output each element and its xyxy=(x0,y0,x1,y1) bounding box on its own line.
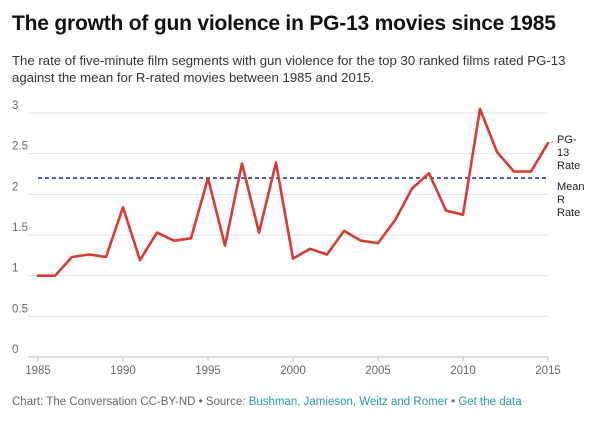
chart-subtitle: The rate of five-minute film segments wi… xyxy=(12,53,566,85)
x-tick-label-2010: 2010 xyxy=(450,365,476,377)
x-tick-label-1995: 1995 xyxy=(195,365,221,377)
y-tick-label-2: 2 xyxy=(12,181,18,193)
y-tick-label-2.5: 2.5 xyxy=(12,141,28,153)
y-tick-label-3: 3 xyxy=(12,100,18,112)
source-link[interactable]: Bushman, Jamieson, Weitz and Romer xyxy=(248,396,448,408)
chart-title: The growth of gun violence in PG-13 movi… xyxy=(12,12,556,35)
mean-r-rate-label-line-3: Rate xyxy=(557,207,580,219)
chart-footer: Chart: The Conversation CC-BY-ND • Sourc… xyxy=(12,396,522,408)
footer-credit: Chart: The Conversation CC-BY-ND • Sourc… xyxy=(12,396,249,408)
y-tick-label-1.5: 1.5 xyxy=(12,222,28,234)
mean-r-rate-label-line-2: R xyxy=(557,194,565,206)
get-data-link[interactable]: Get the data xyxy=(458,396,522,408)
x-tick-label-2015: 2015 xyxy=(535,365,561,377)
x-tick-label-2000: 2000 xyxy=(280,365,306,377)
x-tick-label-2005: 2005 xyxy=(365,365,391,377)
footer-separator: • xyxy=(447,396,459,408)
y-tick-label-0: 0 xyxy=(12,344,18,356)
mean-r-rate-label-line-1: Mean xyxy=(557,181,585,193)
pg13-label-leader xyxy=(550,140,554,144)
y-tick-label-0.5: 0.5 xyxy=(12,303,28,315)
x-tick-label-1985: 1985 xyxy=(25,365,51,377)
x-tick-label-1990: 1990 xyxy=(110,365,136,377)
y-tick-label-1: 1 xyxy=(12,263,18,275)
pg13-rate-label-line-3: Rate xyxy=(557,160,580,172)
pg13-rate-line xyxy=(36,107,550,278)
pg13-rate-label-line-1: PG- xyxy=(557,134,577,146)
pg13-rate-label-line-2: 13 xyxy=(557,147,569,159)
